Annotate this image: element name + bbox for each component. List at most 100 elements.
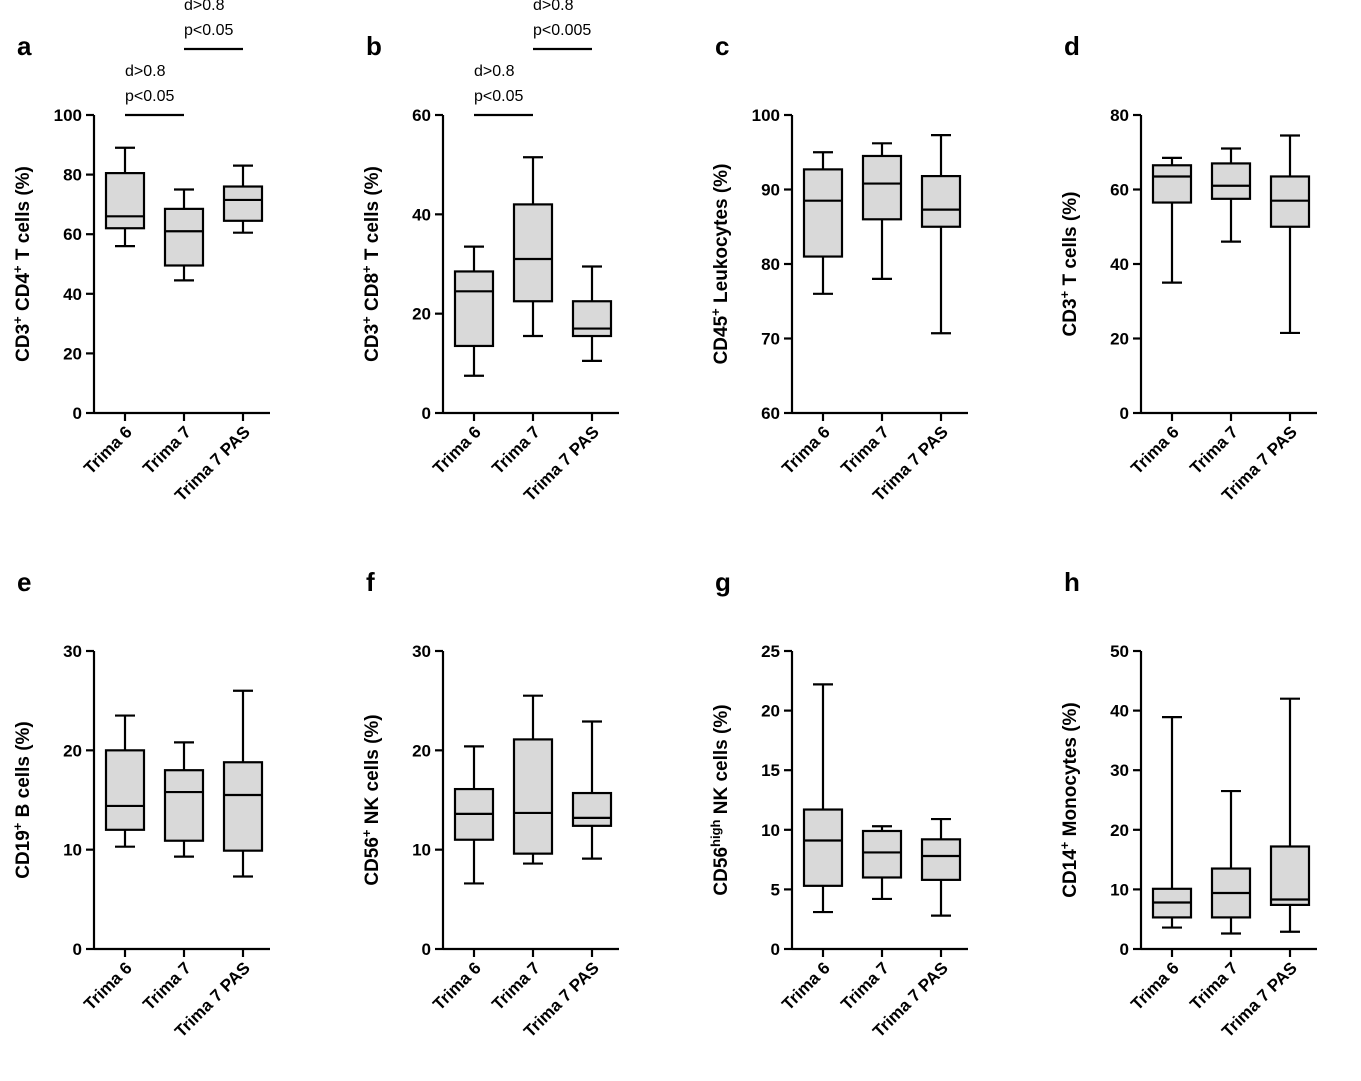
y-tick-label: 50 — [1110, 642, 1129, 661]
box-iqr — [1269, 845, 1311, 906]
box-iqr — [104, 749, 146, 831]
y-axis-title-superscript: + — [1057, 841, 1072, 849]
x-tick-label: Trima 6 — [429, 958, 485, 1014]
box-iqr — [802, 168, 844, 258]
y-axis-title-segment: CD14 — [1060, 849, 1081, 898]
box-iqr — [571, 791, 613, 827]
y-axis-title: CD56high NK cells (%) — [708, 704, 732, 895]
box-iqr — [512, 203, 554, 303]
y-axis-title: CD19+ B cells (%) — [10, 721, 34, 879]
box-iqr — [861, 829, 903, 879]
y-tick-label: 0 — [422, 940, 431, 959]
y-axis-title-segment: Monocytes (%) — [1060, 702, 1081, 841]
significance-label: p<0.05 — [184, 22, 233, 39]
x-tick-label: Trima 6 — [778, 958, 834, 1014]
y-axis-title-segment: T cells (%) — [1060, 192, 1081, 291]
significance-label: d>0.8 — [474, 63, 515, 80]
box-iqr — [104, 172, 146, 230]
y-axis-title-segment: NK cells (%) — [711, 704, 732, 819]
y-axis-title-segment: CD56 — [362, 837, 383, 886]
box-iqr — [861, 154, 903, 221]
x-tick-label: Trima 6 — [778, 422, 834, 478]
y-tick-label: 40 — [1110, 702, 1129, 721]
y-tick-label: 0 — [771, 940, 780, 959]
x-tick-label: Trima 7 — [488, 958, 544, 1014]
y-tick-label: 5 — [771, 880, 780, 899]
y-tick-label: 10 — [761, 821, 780, 840]
y-tick-label: 80 — [63, 166, 82, 185]
x-tick-label: Trima 7 — [837, 958, 893, 1014]
x-tick-label: Trima 7 — [837, 422, 893, 478]
box-iqr — [222, 185, 264, 222]
significance-label: p<0.05 — [125, 88, 174, 105]
significance-label: d>0.8 — [533, 0, 574, 14]
y-axis-title-segment: CD3 — [1060, 298, 1081, 336]
panel-letter: b — [366, 31, 382, 61]
y-axis-title-segment: CD3 — [13, 324, 34, 362]
y-tick-label: 20 — [1110, 821, 1129, 840]
x-tick-label: Trima 7 — [488, 422, 544, 478]
panel-letter: f — [366, 567, 375, 597]
y-tick-label: 60 — [63, 225, 82, 244]
y-axis-title-superscript: high — [708, 819, 723, 846]
x-tick-label: Trima 7 — [1186, 422, 1242, 478]
y-axis-title-superscript: + — [1057, 290, 1072, 298]
y-tick-label: 90 — [761, 181, 780, 200]
y-tick-label: 20 — [63, 741, 82, 760]
y-axis-title: CD3+ CD8+ T cells (%) — [359, 166, 383, 362]
y-axis-title-segment: CD8 — [362, 273, 383, 316]
y-axis-title-segment: CD19 — [13, 830, 34, 879]
y-tick-label: 30 — [412, 642, 431, 661]
y-tick-label: 0 — [73, 940, 82, 959]
box-iqr — [802, 808, 844, 887]
y-tick-label: 60 — [1110, 181, 1129, 200]
y-axis-title-segment: B cells (%) — [13, 721, 34, 822]
box-iqr — [163, 769, 205, 842]
y-tick-label: 70 — [761, 330, 780, 349]
y-tick-label: 30 — [63, 642, 82, 661]
y-tick-label: 10 — [1110, 880, 1129, 899]
y-axis-title-segment: Leukocytes (%) — [711, 164, 732, 309]
y-tick-label: 20 — [761, 702, 780, 721]
x-tick-label: Trima 7 — [139, 422, 195, 478]
x-tick-label: Trima 7 — [1186, 958, 1242, 1014]
y-axis-title-segment: CD56 — [711, 847, 732, 896]
y-tick-label: 15 — [761, 761, 780, 780]
box-iqr — [163, 207, 205, 267]
significance-label: d>0.8 — [125, 63, 166, 80]
y-axis-title-superscript: + — [359, 265, 374, 273]
box-iqr — [1151, 164, 1193, 204]
box-iqr — [920, 174, 962, 228]
y-tick-label: 10 — [63, 841, 82, 860]
x-tick-label: Trima 6 — [1127, 958, 1183, 1014]
box-iqr — [920, 838, 962, 881]
y-axis-title: CD14+ Monocytes (%) — [1057, 702, 1081, 898]
x-tick-label: Trima 6 — [1127, 422, 1183, 478]
y-tick-label: 40 — [63, 285, 82, 304]
x-tick-label: Trima 7 — [139, 958, 195, 1014]
panel-letter: d — [1064, 31, 1080, 61]
box-iqr — [512, 738, 554, 855]
y-axis-title: CD3+ CD4+ T cells (%) — [10, 166, 34, 362]
y-tick-label: 40 — [412, 205, 431, 224]
box-iqr — [571, 300, 613, 338]
significance-label: d>0.8 — [184, 0, 225, 14]
y-axis-title-superscript: + — [359, 829, 374, 837]
y-tick-label: 20 — [63, 344, 82, 363]
y-axis-title: CD45+ Leukocytes (%) — [708, 164, 732, 365]
y-tick-label: 80 — [1110, 106, 1129, 125]
y-tick-label: 10 — [412, 841, 431, 860]
y-axis-title-segment: CD3 — [362, 324, 383, 362]
y-axis-title-superscript: + — [708, 308, 723, 316]
y-tick-label: 25 — [761, 642, 780, 661]
y-axis-title-superscript: + — [10, 265, 25, 273]
panel-letter: g — [715, 567, 731, 597]
y-axis-title-segment: T cells (%) — [362, 166, 383, 265]
y-tick-label: 60 — [412, 106, 431, 125]
y-tick-label: 30 — [1110, 761, 1129, 780]
y-tick-label: 80 — [761, 255, 780, 274]
y-axis-title: CD3+ T cells (%) — [1057, 192, 1081, 337]
y-axis-title-superscript: + — [10, 316, 25, 324]
y-tick-label: 0 — [1120, 404, 1129, 423]
